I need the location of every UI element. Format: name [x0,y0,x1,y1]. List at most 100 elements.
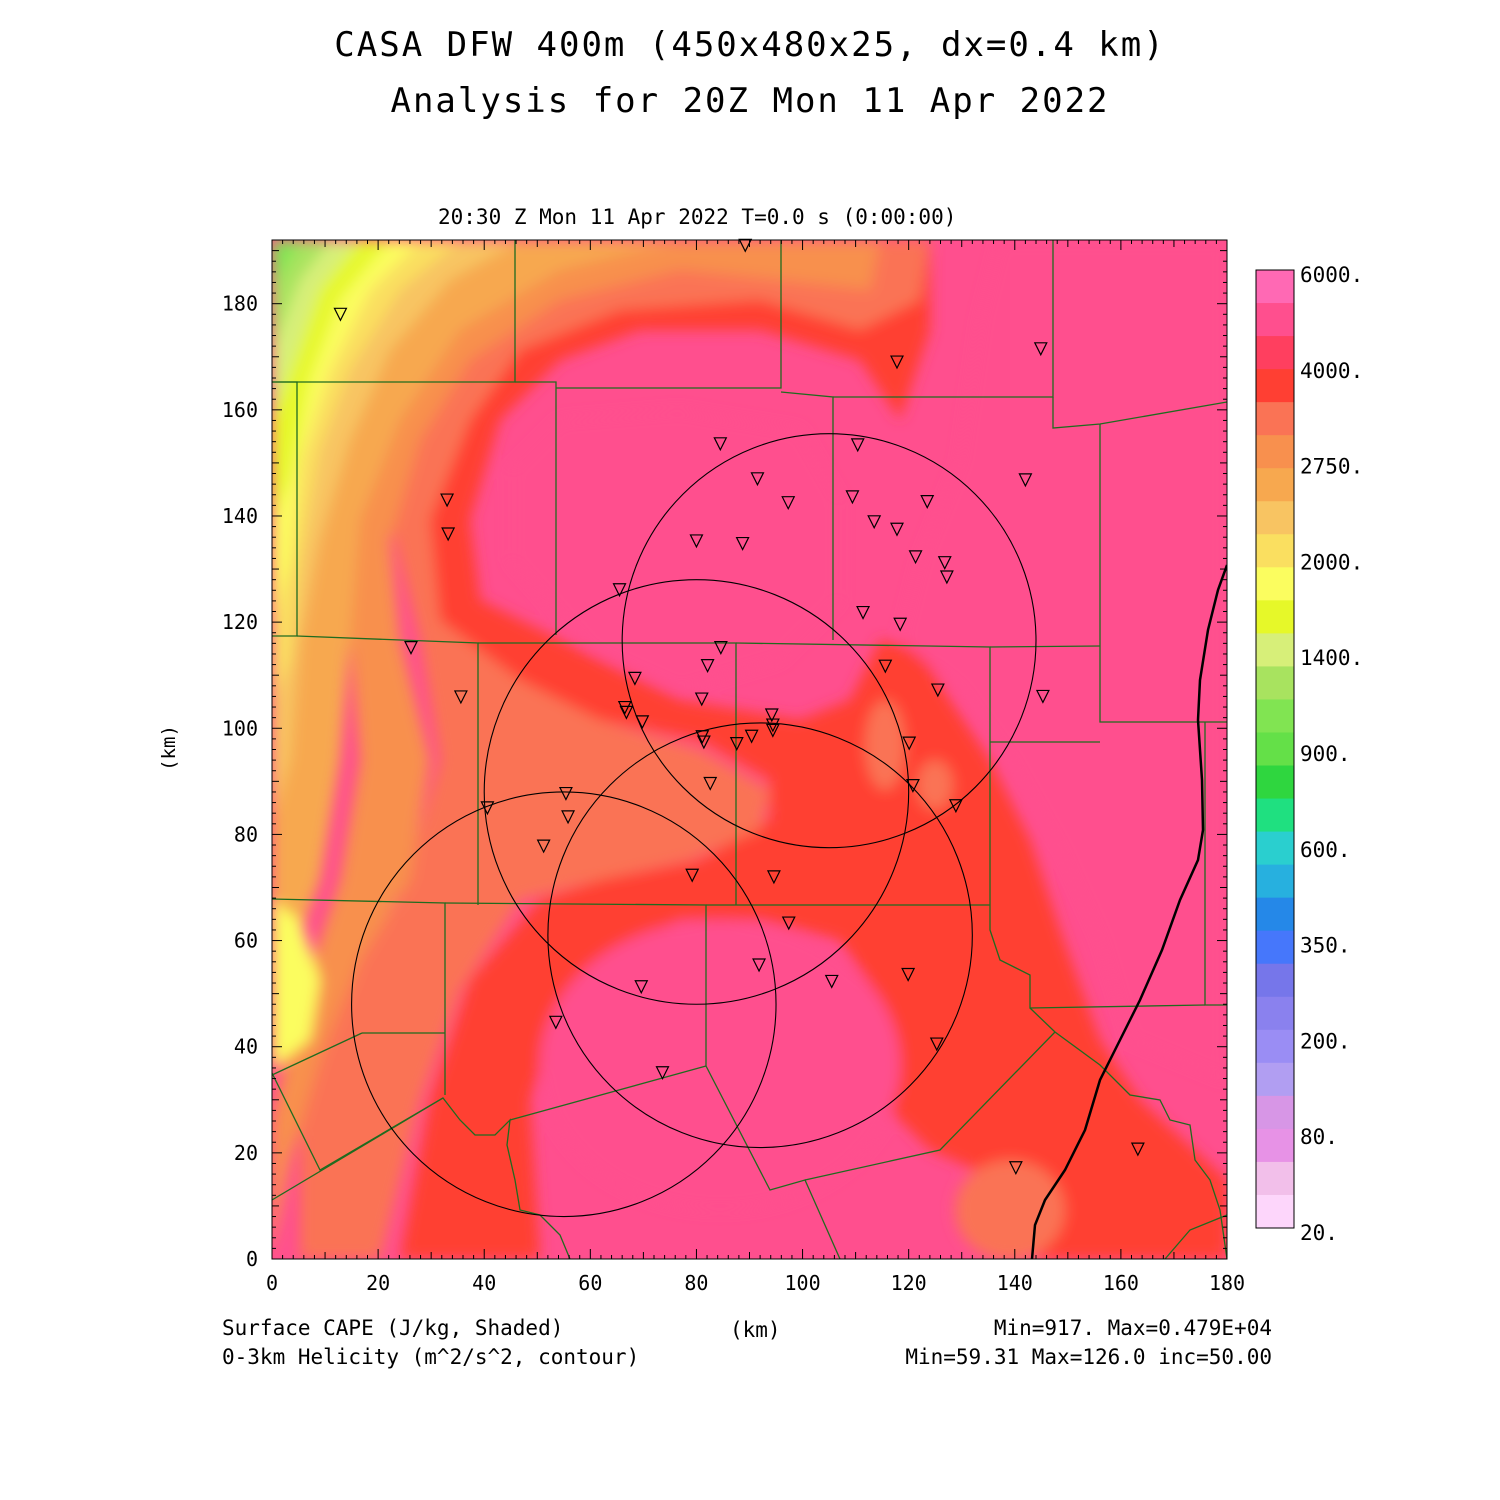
x-tick-label: 0 [266,1271,278,1295]
station-marker [744,729,759,744]
station-marker [1008,1161,1023,1176]
colorbar-label: 600. [1300,838,1351,862]
station-marker [845,490,860,505]
station-marker [1033,342,1048,357]
x-tick-label: 180 [1209,1271,1245,1295]
colorbar-swatch [1256,633,1294,667]
x-tick-label: 160 [1103,1271,1139,1295]
x-tick-label: 100 [784,1271,820,1295]
x-axis-label: (km) [730,1318,781,1342]
station-marker [856,605,871,620]
station-marker [480,801,495,816]
y-tick-label: 40 [234,1035,258,1059]
station-marker [750,472,765,487]
colorbar-swatch [1256,897,1294,932]
colorbar-swatch [1256,666,1294,700]
colorbar-swatch [1256,765,1294,800]
x-tick-label: 20 [366,1271,390,1295]
colorbar-label: 1400. [1300,646,1363,670]
station-marker [902,736,917,751]
colorbar-swatch [1256,402,1294,436]
station-marker [766,870,781,885]
helicity-contour [483,579,910,1005]
x-axis: 0 20 40 60 80 100 120 140 160 180 [266,240,1245,1295]
station-marker [548,1015,563,1030]
y-tick-label: 60 [234,929,258,953]
colorbar-swatch [1256,270,1294,304]
station-marker [627,671,642,686]
station-marker [694,692,709,707]
colorbar-swatch [1256,468,1294,502]
colorbar-swatch [1256,699,1294,733]
colorbar-swatch [1256,336,1294,370]
y-tick-label: 120 [222,610,258,634]
helicity-contour [621,433,1037,849]
x-tick-label: 40 [472,1271,496,1295]
station-marker [905,778,920,793]
y-tick-label: 140 [222,504,258,528]
station-marker [765,718,780,733]
colorbar-swatch [1256,1128,1294,1163]
station-marker [634,980,649,995]
map-subtitle: Analysis for 20Z Mon 11 Apr 2022 [390,81,1110,121]
station-marker [878,659,893,674]
station-marker [695,730,710,745]
station-marker [937,556,952,571]
colorbar-swatch [1256,1062,1294,1097]
station-marker [867,515,882,530]
station-marker [558,786,573,801]
footer-contour-range: Min=59.31 Max=126.0 inc=50.00 [905,1345,1272,1369]
station-marker [617,700,632,715]
colorbar-swatch [1256,1194,1294,1229]
station-marker [1130,1142,1145,1157]
map-title: CASA DFW 400m (450x480x25, dx=0.4 km) [334,25,1166,65]
cape-shading [272,240,1227,1259]
station-marker [735,536,750,551]
station-marker [685,868,700,883]
station-marker [920,495,935,509]
colorbar-swatch [1256,600,1294,634]
station-marker [781,496,796,511]
valid-time-label: 20:30 Z Mon 11 Apr 2022 T=0.0 s (0:00:00… [438,205,957,229]
colorbar-swatch [1256,501,1294,535]
x-tick-label: 80 [684,1271,708,1295]
station-marker [713,437,728,452]
station-marker [696,735,711,750]
colorbar-label: 80. [1300,1125,1338,1149]
helicity-contours [351,433,1037,1218]
colorbar-swatch [1256,996,1294,1031]
station-marker [655,1066,670,1081]
station-marker [781,916,796,931]
station-marker [404,640,418,655]
station-marker [1035,689,1050,704]
station-marker [890,522,904,537]
colorbar-label: 2000. [1300,550,1363,574]
y-tick-label: 160 [222,398,258,422]
station-marker [703,776,718,791]
station-marker [930,683,945,698]
cape-colorbar: 6000. 4000. 2750. 2000. 1400. 900. 600. 350. 200… [1255,263,1363,1245]
colorbar-label: 200. [1300,1029,1351,1053]
helicity-contour [351,791,777,1218]
station-marker [441,527,456,542]
station-marker [561,810,576,825]
colorbar-swatch [1256,1095,1294,1130]
colorbar-swatch [1256,567,1294,601]
station-marker [929,1037,944,1052]
station-marker [453,690,468,705]
station-marker [939,570,954,585]
station-marker [612,583,627,598]
station-marker [764,708,779,723]
county-boundaries [272,240,1227,1259]
station-marker [536,839,551,854]
x-tick-label: 120 [891,1271,927,1295]
colorbar-swatch [1256,963,1294,998]
station-marker [752,958,767,973]
station-marker [738,238,753,253]
colorbar-label: 20. [1300,1221,1338,1245]
station-marker [635,715,650,730]
colorbar-label: 350. [1300,934,1351,958]
station-marker [689,534,704,549]
station-marker [948,799,963,814]
y-axis-label: (km) [158,725,180,771]
